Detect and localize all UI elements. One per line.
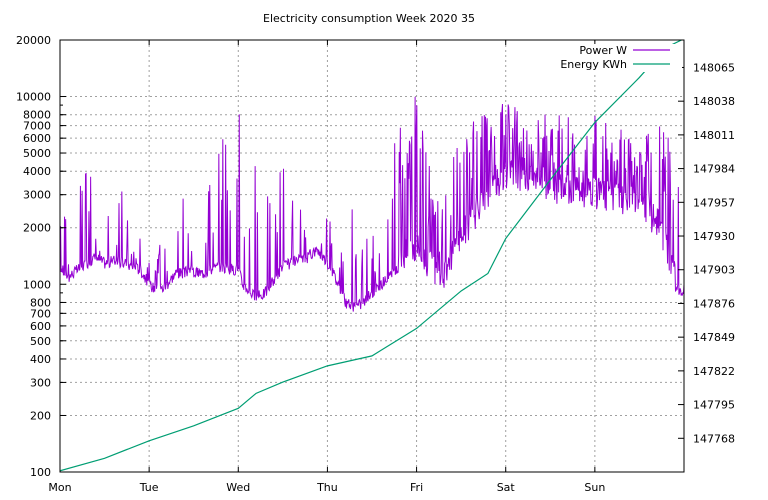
y-left-tick-label: 700 [30,307,51,320]
y-left-tick-label: 400 [30,353,51,366]
legend: Power W Energy KWh [560,44,682,72]
y-left-tick-label: 7000 [23,120,51,133]
y-left-tick-label: 600 [30,320,51,333]
y-right-tick-label: 147903 [693,264,735,277]
y-left-tick-label: 1000 [23,278,51,291]
y-left-tick-label: 5000 [23,147,51,160]
axis-layer: Mon Tue Wed Thu Fri Sat Sun1002003004005006007… [16,34,735,494]
plot-frame [59,39,685,473]
series-layer [60,40,684,472]
y-right-tick-label: 147957 [693,196,735,209]
y-left-tick-label: 8000 [23,109,51,122]
y-right-tick-label: 147876 [693,297,735,310]
y-left-tick-label: 100 [30,466,51,479]
x-tick-label: Mon [48,481,71,494]
legend-label-energy: Energy KWh [560,58,627,71]
legend-background [560,44,682,72]
x-tick-label: Fri [410,481,423,494]
x-tick-label: Sat [497,481,516,494]
series-energy-line [60,40,683,472]
y-right-tick-label: 147822 [693,365,735,378]
y-left-tick-label: 6000 [23,132,51,145]
y-left-tick-label: 800 [30,296,51,309]
chart-title: Electricity consumption Week 2020 35 [263,12,475,25]
y-right-tick-label: 148065 [693,61,735,74]
x-tick-label: Thu [316,481,338,494]
y-left-tick-label: 300 [30,376,51,389]
x-tick-label: Tue [139,481,159,494]
y-left-tick-label: 10000 [16,91,51,104]
y-left-tick-label: 20000 [16,34,51,47]
y-left-tick-label: 4000 [23,165,51,178]
x-tick-label: Sun [584,481,605,494]
y-right-tick-label: 148011 [693,129,735,142]
y-left-tick-label: 500 [30,335,51,348]
series-power-line [60,96,684,312]
x-tick-label: Wed [226,481,250,494]
y-right-tick-label: 148038 [693,95,735,108]
y-right-tick-label: 147768 [693,432,735,445]
y-left-tick-label: 200 [30,409,51,422]
y-left-tick-label: 3000 [23,189,51,202]
legend-label-power: Power W [579,44,627,57]
y-right-tick-label: 147849 [693,331,735,344]
y-right-tick-label: 147795 [693,399,735,412]
y-right-tick-label: 147930 [693,230,735,243]
y-right-tick-label: 147984 [693,163,735,176]
y-left-tick-label: 2000 [23,222,51,235]
